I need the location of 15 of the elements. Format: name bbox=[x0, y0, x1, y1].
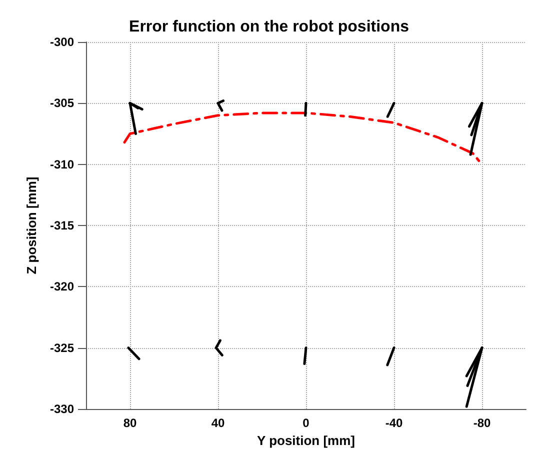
y-tick-label: -325 bbox=[50, 340, 74, 355]
x-tick-label: 80 bbox=[123, 416, 137, 430]
y-tick-label: -300 bbox=[50, 35, 74, 49]
x-tick-label: 40 bbox=[211, 416, 225, 430]
y-axis-title: Z position [mm] bbox=[24, 176, 39, 274]
x-tick-label: -80 bbox=[473, 416, 491, 430]
x-axis-title: Y position [mm] bbox=[257, 432, 355, 448]
y-tick-label: -315 bbox=[50, 218, 74, 232]
y-tick-label: -305 bbox=[50, 96, 74, 110]
chart-title: Error function on the robot positions bbox=[129, 18, 410, 36]
x-tick-label: 0 bbox=[302, 416, 310, 430]
y-tick-label: -330 bbox=[50, 402, 74, 416]
y-tick-label: -310 bbox=[50, 157, 74, 172]
x-tick-label: -40 bbox=[385, 416, 403, 430]
y-tick-label: -320 bbox=[50, 280, 74, 294]
